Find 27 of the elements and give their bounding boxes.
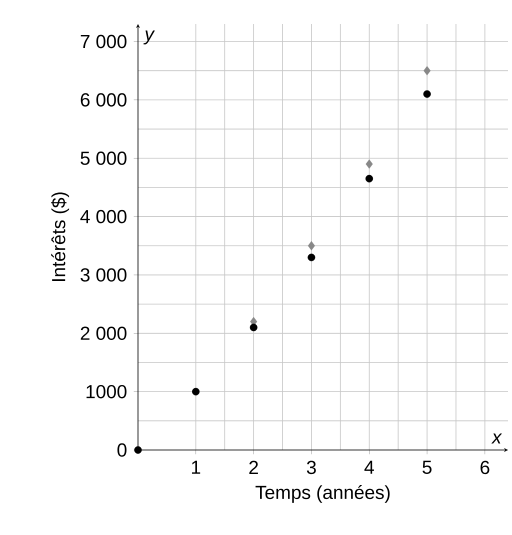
point [250,324,258,332]
x-tick-label: 3 [306,460,316,474]
y-tick-label: 4 000 [80,210,126,224]
point [308,254,316,262]
x-axis-title: Temps (années) [256,484,390,503]
y-tick-label: 5 000 [80,152,126,165]
x-tick-label: 2 [249,460,258,474]
y-tick-label: 3 000 [80,268,126,282]
y-tick-label: 0 [117,443,126,457]
point [192,388,200,396]
y-tick-label: 2 000 [80,326,126,340]
x-tick-label: 4 [364,460,374,474]
x-tick-label: 1 [192,460,200,474]
x-tick-label: 5 [422,460,432,474]
point [424,66,431,76]
point [308,241,316,250]
annotation: y [143,30,155,44]
y-tick-label: 6 000 [80,93,126,107]
y-tick-label: 1000 [86,384,126,398]
y-axis-title: Intérêts ($) [51,192,70,282]
point [366,159,373,169]
point [134,446,142,454]
point [365,174,374,182]
y-tick-label: 7 000 [80,34,126,48]
point [423,90,431,98]
annotation: x [491,433,502,444]
x-tick-label: 6 [480,460,490,474]
